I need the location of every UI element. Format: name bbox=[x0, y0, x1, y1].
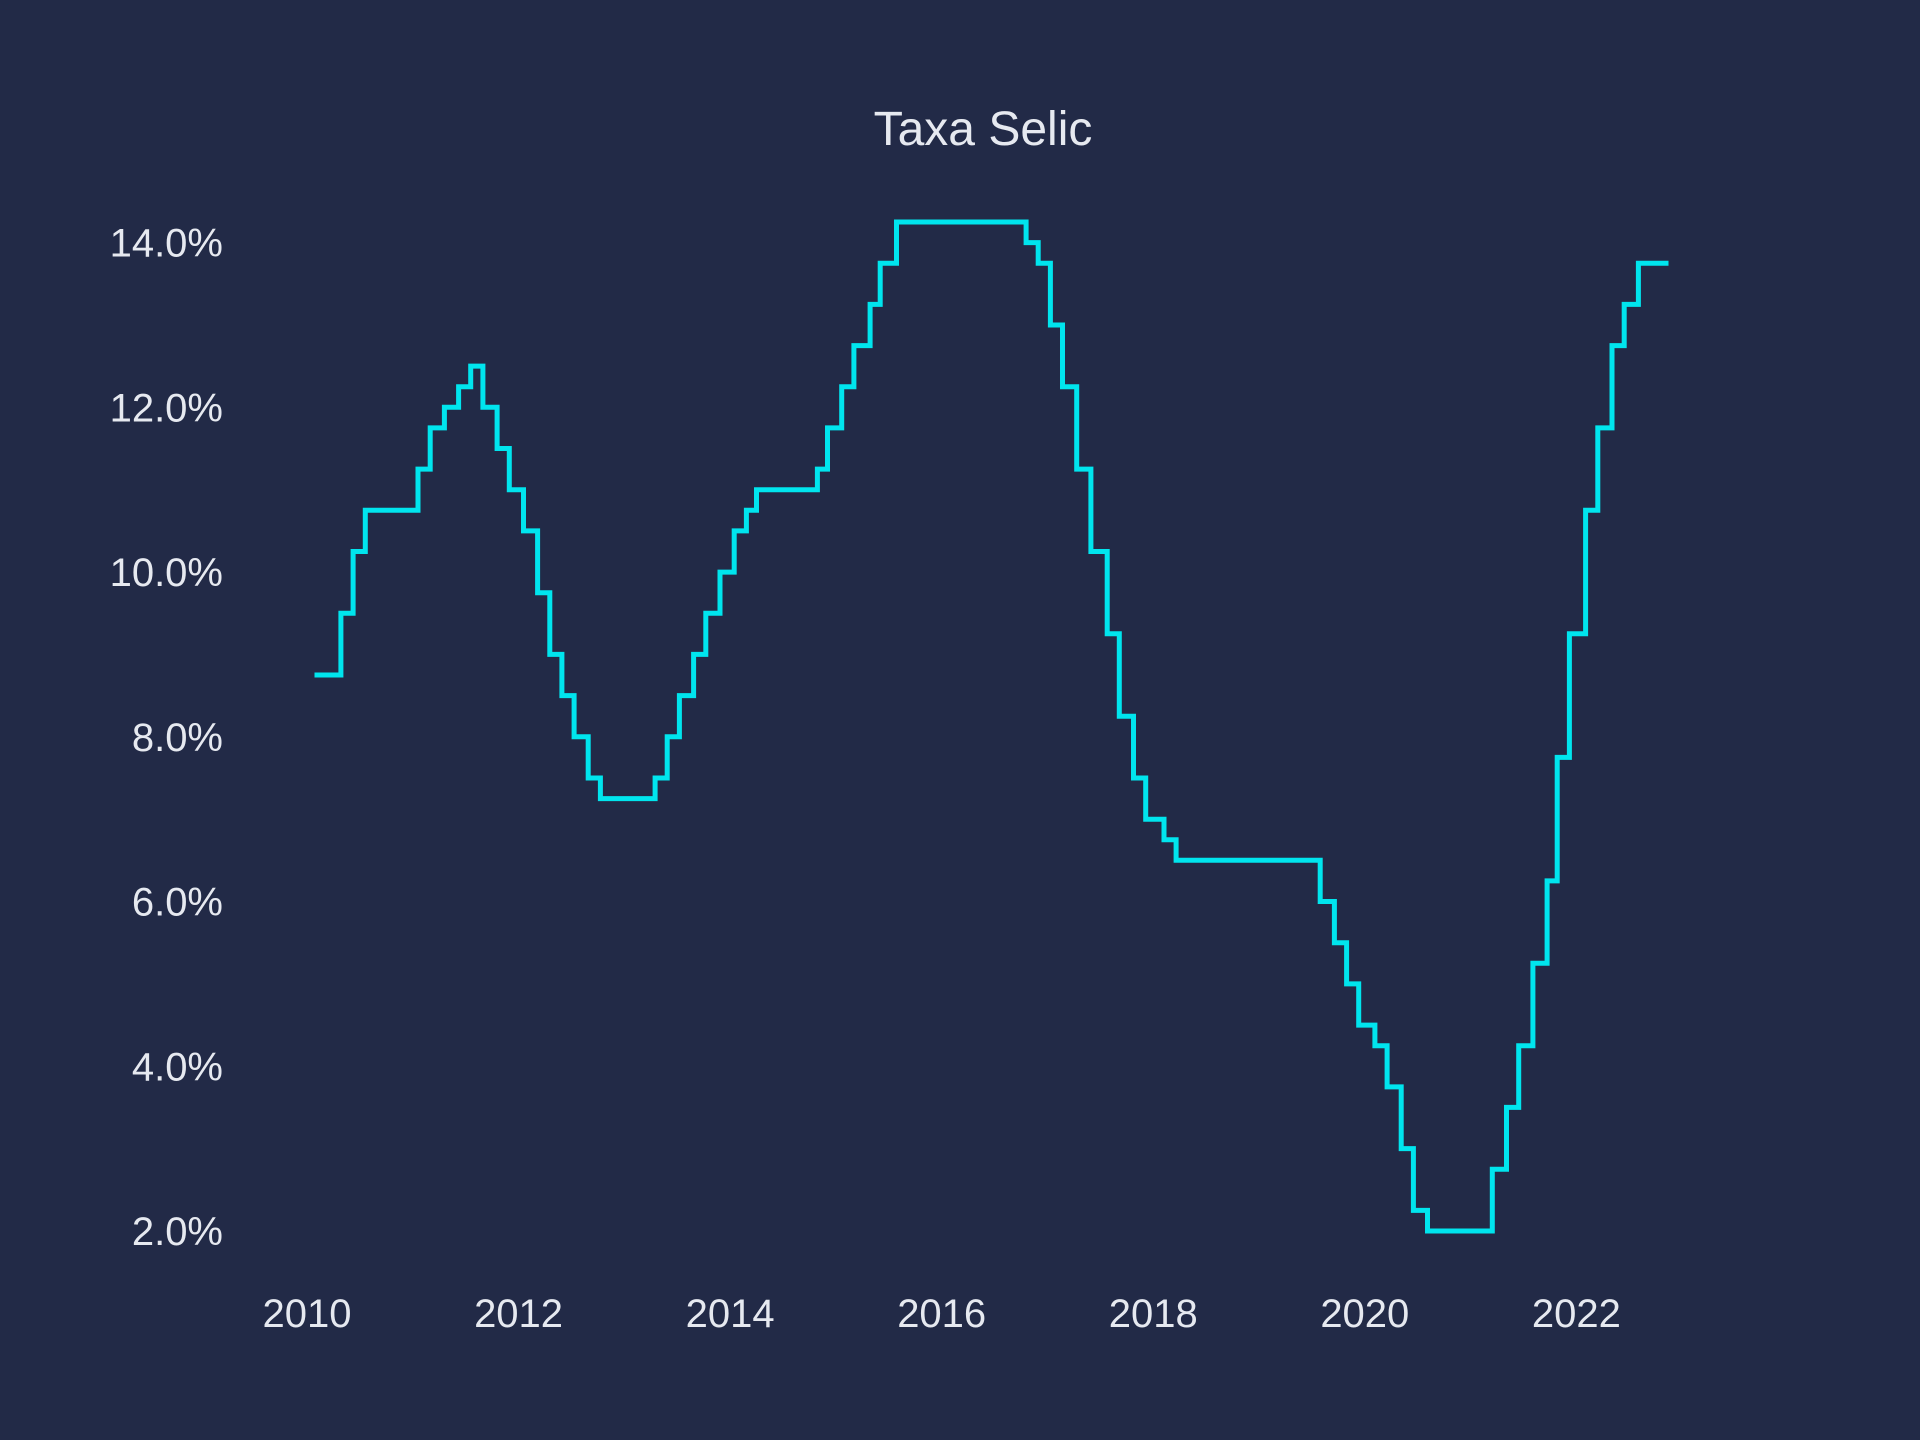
y-axis-ticks: 2.0% 4.0% 6.0% 8.0% 10.0% 12.0% 14.0% bbox=[110, 222, 223, 1254]
x-tick-label: 2014 bbox=[686, 1292, 775, 1336]
x-tick-label: 2016 bbox=[897, 1292, 986, 1336]
y-tick-label: 6.0% bbox=[132, 881, 223, 925]
series-line bbox=[314, 219, 1669, 1234]
x-tick-label: 2018 bbox=[1109, 1292, 1198, 1336]
x-tick-label: 2022 bbox=[1532, 1292, 1621, 1336]
y-tick-label: 8.0% bbox=[132, 716, 223, 760]
x-axis-ticks: 2010 2012 2014 2016 2018 2020 2022 bbox=[263, 1292, 1621, 1336]
x-tick-label: 2010 bbox=[263, 1292, 352, 1336]
y-tick-label: 2.0% bbox=[132, 1210, 223, 1254]
chart-title: Taxa Selic bbox=[874, 103, 1093, 156]
y-tick-label: 10.0% bbox=[110, 551, 223, 595]
y-tick-label: 12.0% bbox=[110, 386, 223, 430]
y-tick-label: 14.0% bbox=[110, 222, 223, 266]
y-tick-label: 4.0% bbox=[132, 1045, 223, 1089]
x-tick-label: 2012 bbox=[474, 1292, 563, 1336]
x-tick-label: 2020 bbox=[1320, 1292, 1409, 1336]
